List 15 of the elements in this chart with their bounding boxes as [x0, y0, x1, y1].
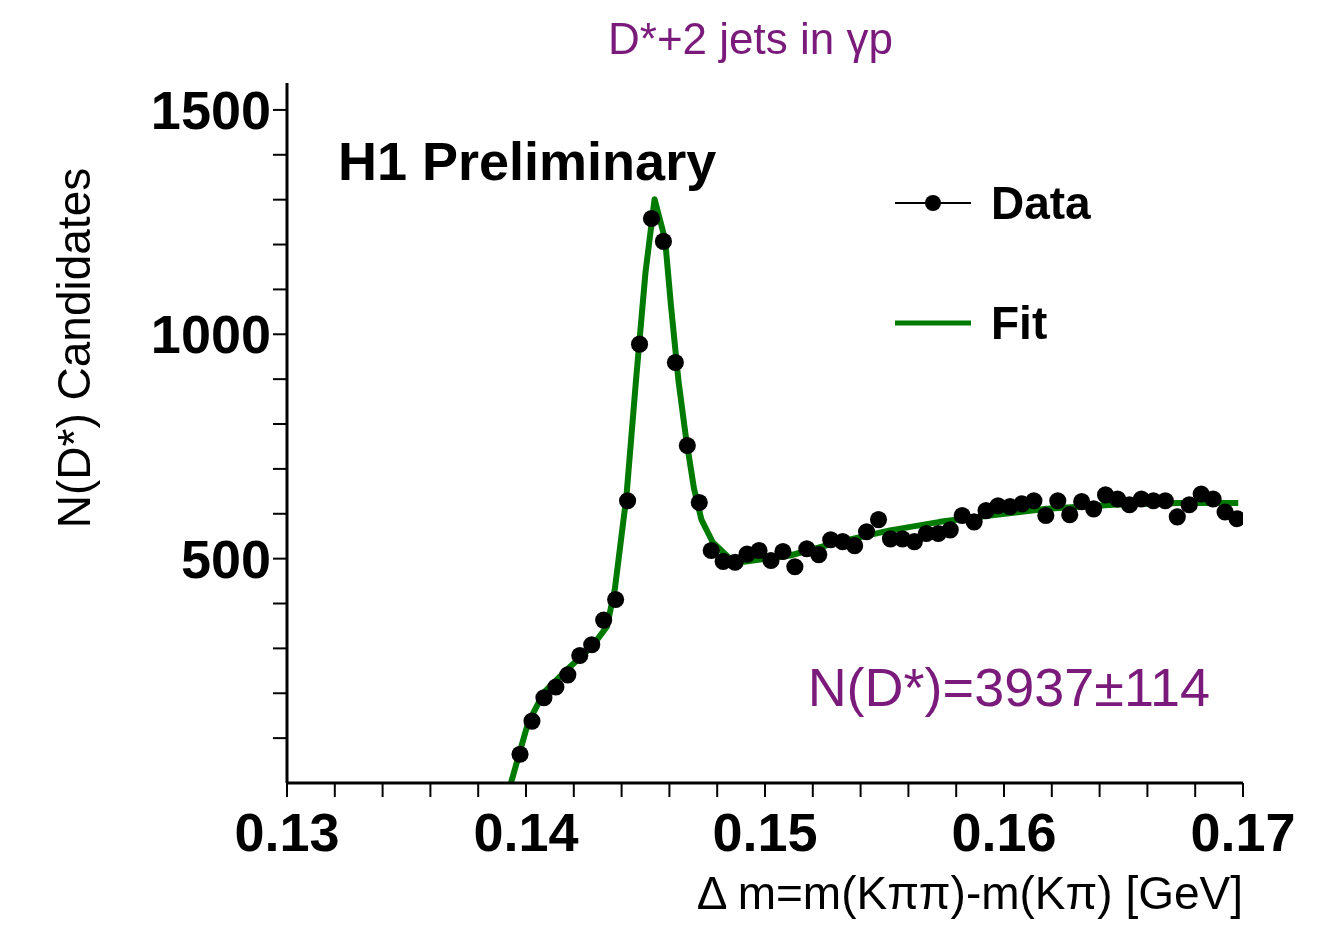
y-tick-label: 1500 — [150, 80, 271, 141]
annotation: H1 Preliminary — [338, 130, 717, 192]
y-axis-title: N(D*) Candidates — [47, 167, 101, 529]
x-tick-label: 0.17 — [1190, 802, 1296, 863]
x-tick-label: 0.13 — [234, 802, 340, 863]
x-axis-title: Δ m=m(Kππ)-m(Kπ) [GeV] — [696, 866, 1243, 920]
legend-label: Fit — [991, 296, 1048, 350]
y-tick-label: 500 — [180, 528, 271, 589]
annotation: N(D*)=3937±114 — [807, 656, 1210, 718]
x-tick-label: 0.16 — [951, 802, 1057, 863]
x-tick-label: 0.15 — [712, 802, 818, 863]
chart-title: D*+2 jets in γp — [608, 14, 893, 64]
legend-label: Data — [991, 176, 1091, 230]
y-tick-label: 1000 — [150, 304, 271, 365]
x-tick-label: 0.14 — [473, 802, 579, 863]
